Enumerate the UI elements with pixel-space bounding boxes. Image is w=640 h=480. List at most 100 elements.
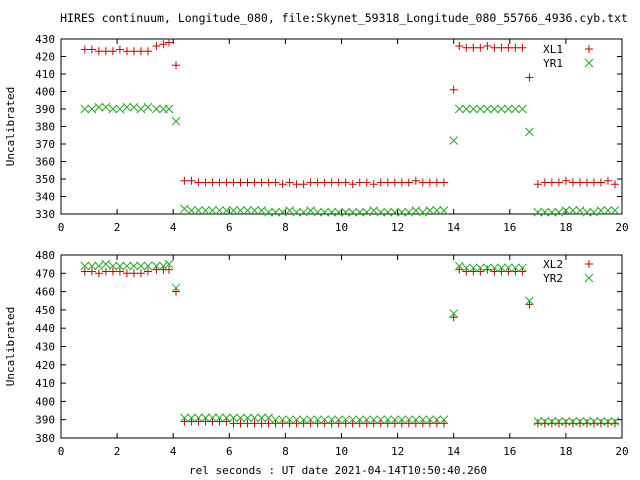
yr1-point xyxy=(411,206,421,215)
xl2-point xyxy=(187,417,196,426)
xl1-point xyxy=(390,178,399,187)
yr1-point xyxy=(236,206,245,215)
xl2-point xyxy=(397,419,406,428)
y-tick-label: 380 xyxy=(35,432,55,445)
y-tick-label: 350 xyxy=(35,173,55,186)
yr2-point xyxy=(187,413,196,423)
yr1-point xyxy=(490,104,499,114)
xl1-point xyxy=(504,43,513,52)
xl2-point xyxy=(455,265,464,274)
xl1-point xyxy=(257,178,266,187)
xl2-point xyxy=(490,267,499,276)
yr2-point xyxy=(108,261,118,271)
xl2-point xyxy=(540,419,549,428)
xl2-point xyxy=(257,419,266,428)
xl1-point xyxy=(582,178,591,187)
yr1-point xyxy=(362,207,372,217)
yr1-point xyxy=(504,104,513,114)
yr2-point xyxy=(449,309,459,318)
x-tick-label: 16 xyxy=(503,221,516,234)
yr1-point xyxy=(257,206,266,215)
yr1-point xyxy=(439,206,449,215)
xl1-point xyxy=(561,176,570,185)
yr2-point xyxy=(136,261,146,271)
xl2-point xyxy=(152,265,161,274)
yr1-point xyxy=(306,206,315,215)
yr2-point xyxy=(101,259,111,269)
legend-label-yr2: YR2 xyxy=(543,272,563,285)
yr2-point xyxy=(215,413,224,423)
yr2-point xyxy=(292,415,301,425)
xl1-point xyxy=(362,178,371,187)
yr2-point xyxy=(115,261,125,271)
y-axis-label: Uncalibrated xyxy=(4,87,17,166)
xl2-point xyxy=(603,419,612,428)
xl1-point xyxy=(194,178,203,187)
xl2-point xyxy=(518,267,527,276)
xl2-point xyxy=(80,267,89,276)
xl2-point xyxy=(355,419,364,428)
yr1-point xyxy=(143,102,153,112)
yr1-point xyxy=(136,104,146,114)
yr2-point xyxy=(432,415,442,425)
xl1-point xyxy=(540,178,549,187)
xl1-point xyxy=(334,178,343,187)
yr1-point xyxy=(285,206,294,215)
xl1-point xyxy=(122,47,131,56)
yr2-point xyxy=(171,283,181,293)
yr2-point xyxy=(164,259,174,269)
xl2-point xyxy=(194,417,203,426)
x-tick-label: 2 xyxy=(114,221,121,234)
yr2-point xyxy=(94,261,104,271)
xl1-point xyxy=(187,176,196,185)
xl2-point xyxy=(390,419,399,428)
yr2-point xyxy=(589,417,599,426)
xl1-point xyxy=(383,178,392,187)
xl2-point xyxy=(610,419,619,428)
yr1-point xyxy=(383,207,393,217)
bottom-plot: 380 390 400 410 420 430 440 450 460 470 480 0 2 4 6 8 10… xyxy=(4,249,629,458)
yr2-point xyxy=(475,263,485,273)
xl1-point xyxy=(355,178,364,187)
y-tick-label: 450 xyxy=(35,304,55,317)
xl2-point xyxy=(250,419,259,428)
xl2-point xyxy=(94,269,103,278)
yr2-point xyxy=(159,261,168,271)
x-tick-label: 12 xyxy=(391,221,404,234)
yr2-point xyxy=(355,415,365,425)
x-tick-label: 14 xyxy=(447,221,461,234)
yr1-point xyxy=(603,206,613,215)
x-tick-label: 2 xyxy=(114,445,121,458)
xl2-point xyxy=(596,419,605,428)
y-tick-label: 410 xyxy=(35,68,55,81)
yr2-point xyxy=(461,263,471,273)
xl2-point xyxy=(383,419,392,428)
xl1-point xyxy=(278,180,287,189)
xl1-point xyxy=(404,178,413,187)
x-tick-label: 6 xyxy=(226,445,233,458)
xl1-point xyxy=(115,45,124,54)
xl1-point xyxy=(229,178,238,187)
yr1-point xyxy=(278,207,287,217)
yr1-point xyxy=(461,104,471,114)
xl2-point xyxy=(369,419,378,428)
yr2-point xyxy=(490,263,499,273)
xl1-point xyxy=(547,178,556,187)
yr2-point xyxy=(264,413,273,423)
y-tick-label: 390 xyxy=(35,414,55,427)
yr2-point xyxy=(504,263,513,273)
y-axis-label: Uncalibrated xyxy=(4,307,17,386)
yr2-point xyxy=(425,415,435,425)
xl1-point xyxy=(327,178,336,187)
xl2-point xyxy=(439,419,448,428)
yr1-point xyxy=(568,206,578,215)
yr1-point xyxy=(369,206,379,215)
x-tick-label: 12 xyxy=(391,445,404,458)
yr1-point xyxy=(525,127,534,137)
yr1-point xyxy=(376,207,386,217)
yr1-point xyxy=(94,102,104,112)
yr1-point xyxy=(511,104,520,114)
y-tick-label: 480 xyxy=(35,249,55,262)
xl2-point xyxy=(575,419,584,428)
xl1-point xyxy=(306,178,315,187)
